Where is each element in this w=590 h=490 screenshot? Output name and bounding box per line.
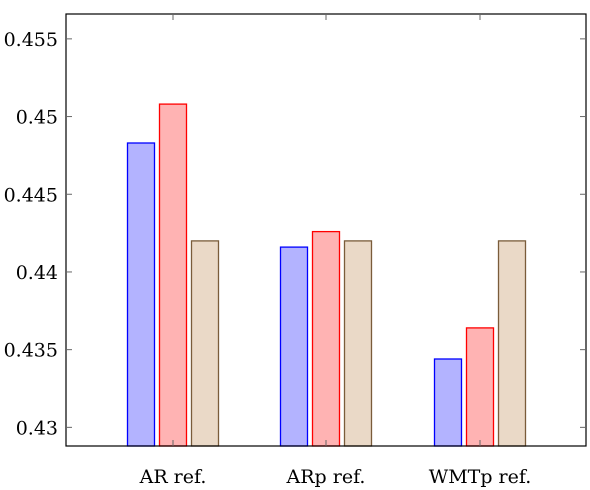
bar-series-2-1 xyxy=(158,103,188,447)
x-category-labels: AR ref. ARp ref. WMTp ref. xyxy=(139,466,532,488)
y-tick-label-4: 0.445 xyxy=(4,184,58,206)
x-category-label-2: ARp ref. xyxy=(286,466,366,488)
bar-series-1-3 xyxy=(433,358,463,447)
bars-layer xyxy=(126,103,527,447)
y-tick-label-2: 0.435 xyxy=(4,340,58,362)
y-tick-label-1: 0.43 xyxy=(16,417,58,439)
bar-series-1-1 xyxy=(126,142,156,447)
x-category-label-3: WMTp ref. xyxy=(429,466,532,488)
y-tick-labels: 0.43 0.435 0.44 0.445 0.45 0.455 xyxy=(4,29,58,439)
x-category-label-1: AR ref. xyxy=(139,466,207,488)
bar-series-3-2 xyxy=(343,240,373,447)
bar-series-2-2 xyxy=(311,230,341,447)
axes-layer xyxy=(65,13,587,447)
bar-series-3-1 xyxy=(190,240,220,447)
bar-series-1-2 xyxy=(279,246,309,447)
bar-series-2-3 xyxy=(465,327,495,447)
y-tick-label-6: 0.455 xyxy=(4,29,58,51)
y-tick-label-3: 0.44 xyxy=(16,262,58,284)
bar-series-3-3 xyxy=(497,240,527,447)
y-tick-label-5: 0.45 xyxy=(16,107,58,129)
